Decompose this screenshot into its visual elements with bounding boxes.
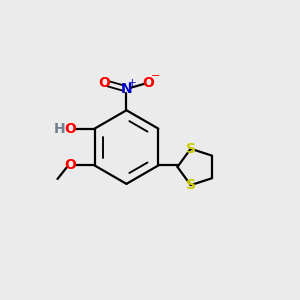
Text: O: O: [64, 158, 76, 172]
Text: O: O: [99, 76, 111, 90]
Text: S: S: [186, 142, 196, 156]
Text: +: +: [128, 78, 136, 88]
Text: H: H: [53, 122, 65, 136]
Text: −: −: [151, 71, 160, 81]
Text: N: N: [121, 82, 132, 96]
Text: O: O: [64, 122, 76, 136]
Text: S: S: [186, 178, 196, 192]
Text: O: O: [142, 76, 154, 90]
